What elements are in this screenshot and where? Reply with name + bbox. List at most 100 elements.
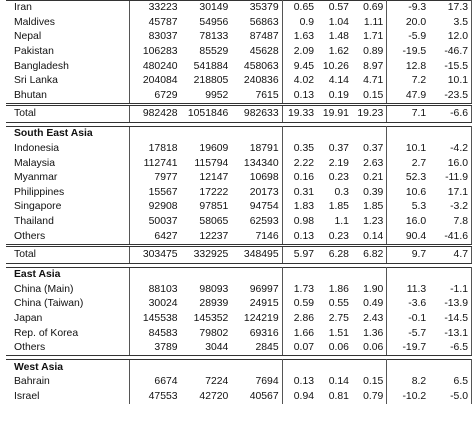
total-row: Total 982428 1051846 982633 19.33 19.91 19.23 7… bbox=[6, 103, 473, 124]
country-col-4: 1.63 bbox=[293, 31, 315, 43]
country-col-4: 0.59 bbox=[293, 298, 315, 310]
country-name: Myanmar bbox=[14, 172, 58, 184]
country-col-6: 1.36 bbox=[351, 326, 388, 341]
country-name: China (Taiwan) bbox=[14, 298, 84, 310]
country-col-3: 20173 bbox=[231, 185, 283, 201]
country-col-8: 3.5 bbox=[429, 15, 473, 31]
region-header-spacer bbox=[180, 126, 232, 142]
country-col-2: 78133 bbox=[199, 31, 229, 43]
region-header-spacer bbox=[351, 266, 388, 283]
country-col-3: 7146 bbox=[231, 229, 283, 246]
country-col-5: 1.1 bbox=[334, 216, 349, 228]
total-label: Total bbox=[6, 103, 130, 124]
total-col-1: 982428 bbox=[129, 103, 181, 124]
country-col-5: 4.14 bbox=[328, 75, 349, 87]
region-header-spacer bbox=[180, 359, 232, 376]
country-col-7: 2.7 bbox=[411, 157, 427, 169]
total-col-2: 332925 bbox=[180, 243, 232, 264]
total-col-8: 4.7 bbox=[429, 243, 473, 264]
country-col-1: 6427 bbox=[129, 229, 181, 246]
country-col-1: 112741 bbox=[129, 156, 181, 171]
region-header-spacer bbox=[317, 266, 352, 283]
country-col-2: 17222 bbox=[199, 186, 229, 198]
country-col-6: 1.85 bbox=[351, 200, 388, 215]
country-col-3: 7694 bbox=[231, 375, 283, 390]
region-header-spacer bbox=[386, 126, 430, 142]
country-col-4: 2.09 bbox=[293, 46, 315, 58]
country-col-5: 0.06 bbox=[317, 340, 352, 357]
country-col-1: 6729 bbox=[129, 88, 181, 105]
country-col-3: 96997 bbox=[231, 282, 283, 298]
table-row: Pakistan 106283 85529 45628 2.09 1.62 0.89 -19.… bbox=[6, 44, 473, 60]
country-col-1: 83037 bbox=[129, 30, 181, 45]
country-col-8: -13.9 bbox=[429, 297, 473, 312]
country-col-1: 30024 bbox=[129, 297, 181, 312]
region-header-spacer bbox=[282, 359, 318, 376]
country-col-5: 1.04 bbox=[328, 16, 349, 28]
country-col-5: 0.14 bbox=[328, 376, 349, 388]
table-row: Iran 33223 30149 35379 0.65 0.57 0.69 -9.3 17.3 bbox=[6, 0, 473, 16]
table-row: Others 6427 12237 7146 0.13 0.23 0.14 90.4 -41.6 bbox=[6, 229, 473, 246]
country-arrivals-table: Iran 33223 30149 35379 0.65 0.57 0.69 -9.3 17.3 M… bbox=[6, 0, 473, 405]
country-col-2: 541884 bbox=[193, 60, 229, 72]
country-col-8: -23.5 bbox=[429, 88, 473, 105]
country-name: Iran bbox=[6, 0, 130, 16]
country-col-4: 0.31 bbox=[293, 186, 315, 198]
country-col-1: 45787 bbox=[129, 15, 181, 31]
country-name: Pakistan bbox=[14, 46, 54, 58]
country-col-1: 17818 bbox=[129, 141, 181, 157]
block-separator bbox=[6, 355, 472, 360]
country-col-8: 10.1 bbox=[429, 73, 473, 89]
country-col-8: -4.2 bbox=[429, 141, 473, 157]
country-col-6: 0.89 bbox=[351, 44, 388, 60]
total-col-7: 9.7 bbox=[386, 243, 430, 264]
country-col-1: 6674 bbox=[129, 375, 181, 390]
region-header-row: West Asia bbox=[6, 359, 473, 376]
country-col-4: 2.86 bbox=[293, 312, 315, 324]
country-col-4: 1.73 bbox=[293, 283, 315, 295]
country-name: Others bbox=[14, 230, 46, 242]
country-col-4: 0.9 bbox=[299, 16, 315, 28]
country-col-7: 16.0 bbox=[405, 216, 427, 228]
table-body: Iran 33223 30149 35379 0.65 0.57 0.69 -9.3 17.3 M… bbox=[6, 0, 473, 405]
country-col-5: 1.86 bbox=[328, 283, 349, 295]
country-col-6: 1.71 bbox=[351, 30, 388, 45]
country-col-7: 10.6 bbox=[405, 186, 427, 198]
country-col-2: 218805 bbox=[193, 75, 229, 87]
country-col-3: 18791 bbox=[231, 141, 283, 157]
country-col-5: 0.37 bbox=[328, 143, 349, 155]
country-col-3: 458063 bbox=[231, 59, 283, 74]
total-col-5: 19.91 bbox=[317, 103, 352, 124]
table-row: Myanmar 7977 12147 10698 0.16 0.23 0.21 52.3 -11… bbox=[6, 170, 473, 186]
country-col-4: 9.45 bbox=[293, 60, 315, 72]
country-col-7: -19.7 bbox=[386, 340, 430, 357]
country-col-6: 0.39 bbox=[351, 185, 388, 201]
country-col-6: 8.97 bbox=[351, 59, 388, 74]
country-col-2: 30149 bbox=[180, 0, 232, 16]
country-col-7: 5.3 bbox=[411, 201, 427, 213]
country-name: Others bbox=[6, 340, 130, 357]
region-header-row: East Asia bbox=[6, 266, 473, 283]
country-name: Israel bbox=[14, 390, 40, 402]
country-col-2: 79802 bbox=[199, 327, 229, 339]
country-col-1: 88103 bbox=[129, 282, 181, 298]
country-col-7: -3.6 bbox=[408, 298, 427, 310]
country-col-1: 7977 bbox=[129, 170, 181, 186]
country-col-3: 56863 bbox=[231, 15, 283, 31]
country-col-8: 17.1 bbox=[429, 185, 473, 201]
table-row: China (Main) 88103 98093 96997 1.73 1.86 1.90 1… bbox=[6, 282, 473, 298]
country-col-5: 0.23 bbox=[328, 230, 349, 242]
country-col-2: 28939 bbox=[199, 298, 229, 310]
country-col-8: -1.1 bbox=[429, 282, 473, 298]
country-col-1: 15567 bbox=[129, 185, 181, 201]
country-col-6: 2.63 bbox=[351, 156, 388, 171]
country-col-4: 0.13 bbox=[293, 376, 315, 388]
country-col-1: 480240 bbox=[129, 59, 181, 74]
country-col-7: -5.9 bbox=[408, 31, 427, 43]
country-col-4: 1.66 bbox=[293, 327, 315, 339]
country-col-6: 0.21 bbox=[351, 170, 388, 186]
country-col-6: 0.49 bbox=[351, 297, 388, 312]
region-header-spacer bbox=[429, 126, 473, 142]
country-col-1: 47553 bbox=[129, 389, 181, 405]
country-name: Bahrain bbox=[14, 376, 50, 388]
